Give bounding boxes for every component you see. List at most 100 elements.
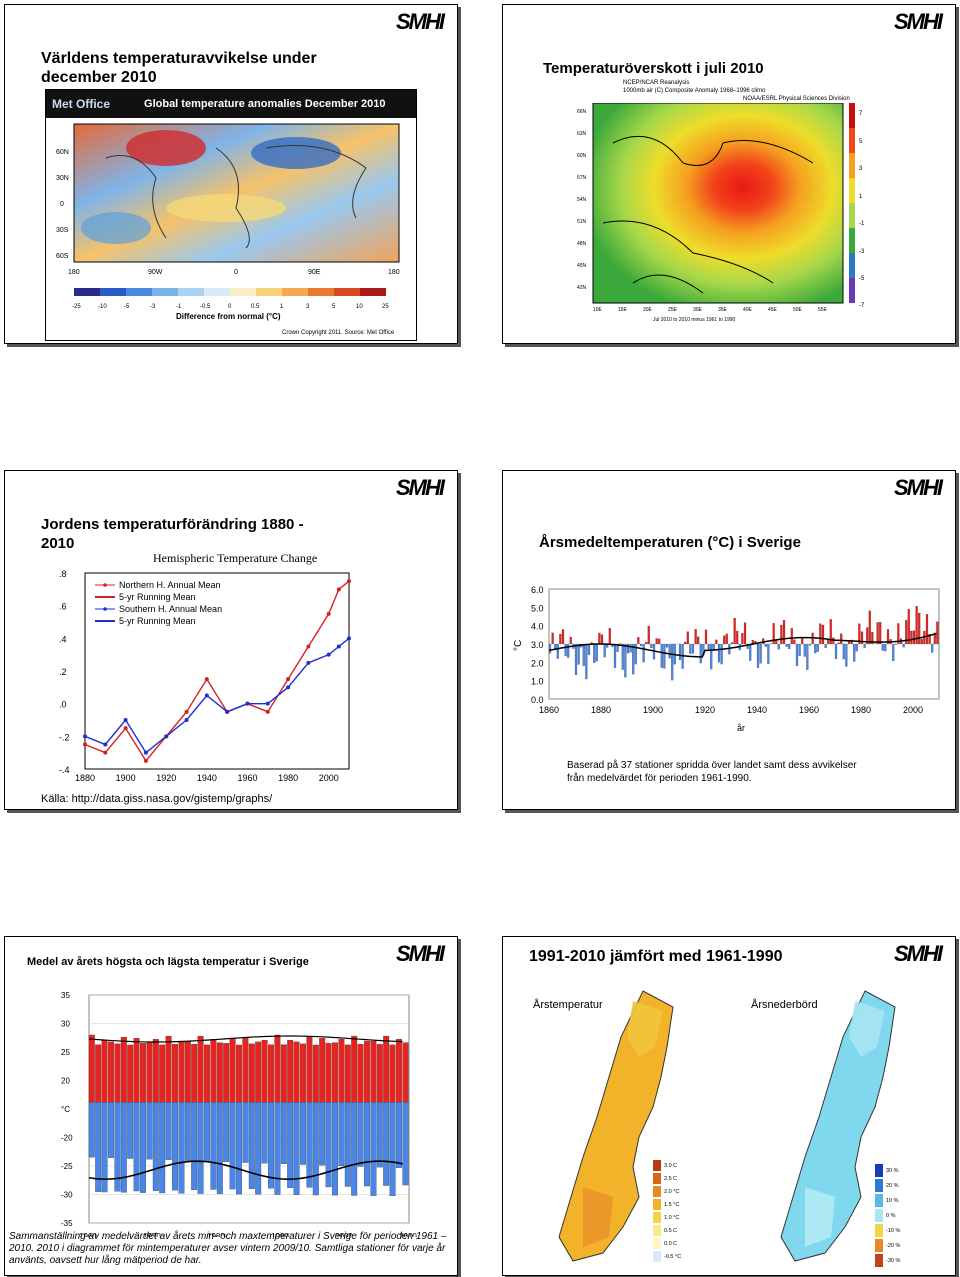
bar <box>902 643 905 648</box>
scale-caption: Difference from normal (°C) <box>176 312 281 321</box>
bar <box>780 624 783 645</box>
world-anomaly-map: 60N 30N 0 30S 60S 180 90W 0 90E 180 -25 … <box>56 123 400 336</box>
bar <box>886 629 890 645</box>
bar <box>725 633 728 645</box>
bar <box>600 634 604 645</box>
min-bar <box>101 1102 108 1193</box>
scale-label: -25 <box>72 304 81 310</box>
y-tick-label: 0.0 <box>531 695 544 705</box>
bar <box>730 642 734 645</box>
bar <box>931 643 934 653</box>
bar <box>894 643 897 645</box>
bar <box>559 633 562 645</box>
bar <box>632 643 635 675</box>
bar <box>650 643 653 649</box>
max-bar <box>338 1039 345 1103</box>
scale-labels: 7 5 3 1 -1 -3 -5 -7 <box>859 111 865 309</box>
y-tick-label: -35 <box>61 1219 73 1228</box>
max-bar <box>229 1038 236 1103</box>
bar <box>595 643 598 662</box>
bar <box>819 623 822 645</box>
bar <box>925 614 929 645</box>
x-tick-label: 1980 <box>207 1232 225 1237</box>
lat-label: 66N <box>577 109 587 115</box>
slide-title: Medel av årets högsta och lägsta tempera… <box>27 956 309 968</box>
slide-july-anomaly: SMHI Temperaturöverskott i juli 2010 NCE… <box>502 4 956 344</box>
min-bar <box>402 1102 409 1186</box>
smhi-logo: SMHI <box>396 9 445 34</box>
slide-title: Temperaturöverskott i juli 2010 <box>543 60 764 77</box>
plot-frame <box>84 572 350 770</box>
max-bar <box>370 1040 377 1103</box>
x-tick-label: 1920 <box>695 705 715 715</box>
min-bar <box>95 1102 102 1192</box>
max-bar <box>325 1043 332 1103</box>
bar <box>574 643 578 675</box>
x-tick-label: 1980 <box>278 773 298 783</box>
max-bar <box>300 1043 306 1103</box>
bar <box>699 643 702 664</box>
min-bar <box>223 1102 230 1163</box>
bar <box>840 633 843 645</box>
bar <box>686 631 689 645</box>
min-bar <box>274 1102 281 1195</box>
bar <box>582 643 585 667</box>
bar <box>642 643 645 663</box>
bar <box>561 629 565 645</box>
map2-label: Årsnederbörd <box>751 999 818 1011</box>
scale-label: 7 <box>859 111 863 117</box>
min-max-chart: 35 30 25 20 °C -20 -25 -30 -35 1960 1970 1980 1990 2… <box>61 991 417 1237</box>
data-point <box>347 579 351 584</box>
legend: Northern H. Annual Mean 5-yr Running Mea… <box>95 580 222 626</box>
min-bar <box>120 1102 127 1193</box>
min-bar <box>133 1102 140 1192</box>
bar <box>645 642 648 645</box>
bar <box>663 643 666 669</box>
bar <box>764 643 767 647</box>
bar <box>691 643 695 654</box>
max-bar <box>319 1038 326 1103</box>
bar <box>567 643 570 658</box>
lon-label: 90W <box>148 269 163 276</box>
min-bar <box>236 1102 242 1195</box>
smhi-logo: SMHI <box>894 475 943 500</box>
bar <box>585 643 588 680</box>
min-bar <box>216 1102 223 1194</box>
bar <box>647 625 650 645</box>
bar <box>569 636 572 645</box>
data-point <box>245 701 250 706</box>
lat-label: 63N <box>577 131 587 137</box>
x-tick-label: 1960 <box>79 1232 97 1237</box>
min-bar <box>370 1102 377 1196</box>
bar <box>824 643 827 649</box>
bar <box>788 643 791 650</box>
min-bar <box>229 1102 236 1190</box>
bar <box>798 643 801 656</box>
data-point <box>83 734 87 739</box>
bar <box>658 638 661 645</box>
bar <box>593 643 596 663</box>
y-tick-label: -.4 <box>59 765 70 775</box>
min-bar <box>300 1102 306 1165</box>
min-bar <box>152 1102 159 1191</box>
min-bar <box>287 1102 294 1188</box>
lat-labels: 66N 63N 60N 57N 54N 51N 48N 45N 42N <box>577 109 587 291</box>
data-point <box>143 758 148 763</box>
x-tick-label: 1970 <box>143 1232 161 1237</box>
lat-label: 60N <box>577 153 587 159</box>
max-bar <box>287 1039 294 1103</box>
scale-label: -7 <box>859 303 865 309</box>
legend-label: 0.5 C <box>664 1227 678 1234</box>
bar <box>897 623 900 645</box>
data-point <box>326 652 331 657</box>
smhi-logo: SMHI <box>396 475 445 500</box>
max-bar <box>191 1044 198 1103</box>
max-bar <box>332 1042 338 1103</box>
max-bar <box>255 1041 262 1103</box>
bar <box>884 643 887 652</box>
bar <box>551 632 554 645</box>
bar <box>626 643 630 654</box>
x-tick-label: 1860 <box>539 705 559 715</box>
bar <box>868 610 871 645</box>
smhi-logo: SMHI <box>894 9 943 34</box>
